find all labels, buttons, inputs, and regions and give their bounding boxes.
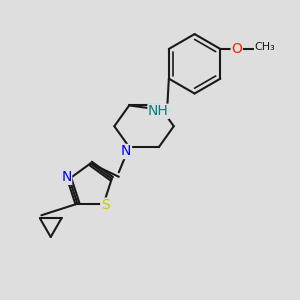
Text: S: S xyxy=(101,198,110,212)
Text: O: O xyxy=(231,42,242,56)
Text: NH: NH xyxy=(148,104,169,118)
Text: N: N xyxy=(61,170,72,184)
Text: N: N xyxy=(121,145,131,158)
Text: CH₃: CH₃ xyxy=(254,43,275,52)
